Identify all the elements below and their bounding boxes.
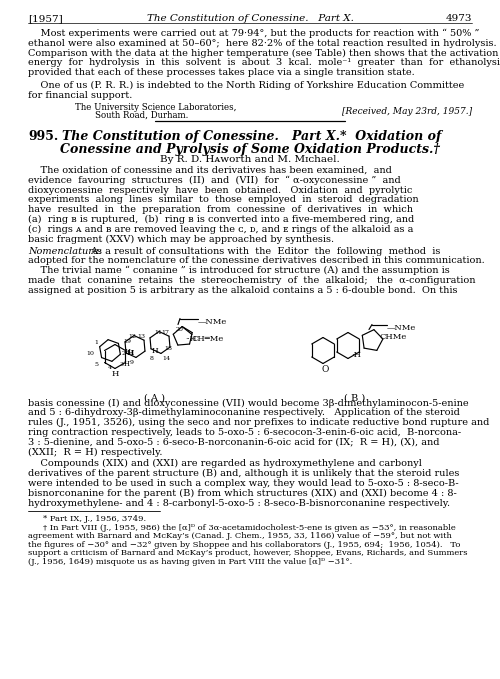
Text: dioxyconessine  respectively  have  been  obtained.   Oxidation  and  pyrolytic: dioxyconessine respectively have been ob… (28, 185, 412, 195)
Text: 11: 11 (154, 329, 162, 335)
Text: the figures of −30° and −32° given by Shoppee and his collaborators (J., 1955, 6: the figures of −30° and −32° given by Sh… (28, 540, 460, 549)
Text: 20: 20 (176, 327, 184, 331)
Text: 995.: 995. (28, 130, 58, 143)
Text: hydroxymethylene- and 4 : 8-carbonyl-5-oxo-5 : 8-seco-B-bisnorconanine respectiv: hydroxymethylene- and 4 : 8-carbonyl-5-o… (28, 498, 450, 507)
Text: 2: 2 (122, 350, 126, 356)
Text: The oxidation of conessine and its derivatives has been examined,  and: The oxidation of conessine and its deriv… (28, 166, 392, 175)
Text: CHMe: CHMe (380, 333, 407, 340)
Text: for financial support.: for financial support. (28, 91, 132, 100)
Text: basis conessine (I) and dioxyconessine (VII) would become 3β-dimethylaminocon-5-: basis conessine (I) and dioxyconessine (… (28, 399, 468, 407)
Text: Most experiments were carried out at 79·94°, but the products for reaction with : Most experiments were carried out at 79·… (28, 29, 479, 38)
Text: Conessine and Pyrolysis of Some Oxidation Products.†: Conessine and Pyrolysis of Some Oxidatio… (60, 143, 440, 156)
Text: experiments  along  lines  similar  to  those  employed  in  steroid  degradatio: experiments along lines similar to those… (28, 196, 418, 204)
Text: Nomenclature:: Nomenclature: (28, 246, 102, 255)
Text: H: H (125, 348, 131, 356)
Text: support a criticism of Barnard and McKay’s product, however, Shoppee, Evans, Ric: support a criticism of Barnard and McKay… (28, 549, 468, 557)
Text: H: H (152, 346, 158, 354)
Text: H: H (112, 369, 118, 378)
Text: 13: 13 (164, 346, 172, 350)
Text: —NMe: —NMe (387, 323, 416, 331)
Text: ring contraction respectively, leads to 5-oxo-5 : 6-secocon-3-enin-6-oic acid,  : ring contraction respectively, leads to … (28, 428, 461, 437)
Text: 4: 4 (108, 365, 112, 369)
Text: The Constitution of Conessine.   Part X.*  Oxidation of: The Constitution of Conessine. Part X.* … (62, 130, 442, 143)
Text: derivatives of the parent structure (B) and, although it is unlikely that the st: derivatives of the parent structure (B) … (28, 469, 460, 478)
Text: H: H (124, 359, 130, 367)
Text: 4973: 4973 (446, 14, 472, 23)
Text: (XXII;  R = H) respectively.: (XXII; R = H) respectively. (28, 447, 162, 456)
Text: (a)  ring ʙ is ruptured,  (b)  ring ʙ is converted into a five-membered ring, an: (a) ring ʙ is ruptured, (b) ring ʙ is co… (28, 215, 414, 224)
Text: agreement with Barnard and McKay’s (Canad. J. Chem., 1955, 33, 1166) value of −5: agreement with Barnard and McKay’s (Cana… (28, 532, 452, 540)
Text: H: H (126, 348, 134, 356)
Text: ·H: ·H (351, 350, 361, 359)
Text: South Road, Durham.: South Road, Durham. (95, 111, 188, 120)
Text: The University Science Laboratories,: The University Science Laboratories, (75, 103, 236, 111)
Text: 12: 12 (128, 333, 136, 339)
Text: were intended to be used in such a complex way, they would lead to 5-oxo-5 : 8-s: were intended to be used in such a compl… (28, 479, 458, 488)
Text: One of us (P. R. R.) is indebted to the North Riding of Yorkshire Education Comm: One of us (P. R. R.) is indebted to the … (28, 81, 464, 90)
Text: 3: 3 (119, 361, 123, 367)
Text: The Constitution of Conessine.   Part X.: The Constitution of Conessine. Part X. (146, 14, 354, 23)
Text: 13: 13 (137, 333, 145, 339)
Text: 5: 5 (94, 361, 98, 367)
Text: 17: 17 (161, 329, 169, 335)
Text: rules (J., 1951, 3526), using the seco and nor prefixes to indicate reductive bo: rules (J., 1951, 3526), using the seco a… (28, 418, 489, 427)
Text: ··H: ··H (185, 335, 196, 342)
Text: 1: 1 (94, 340, 98, 344)
Text: and 5 : 6-dihydroxy-3β-dimethylaminoconanine respectively.   Application of the : and 5 : 6-dihydroxy-3β-dimethylaminocona… (28, 408, 460, 418)
Text: ethanol were also examined at 50–60°;  here 82·2% of the total reaction resulted: ethanol were also examined at 50–60°; he… (28, 39, 496, 48)
Text: adopted for the nomenclature of the conessine derivatives described in this comm: adopted for the nomenclature of the cone… (28, 256, 485, 265)
Text: (J., 1956, 1649) misquote us as having given in Part VIII the value [α]ᴰ −31°.: (J., 1956, 1649) misquote us as having g… (28, 558, 352, 566)
Text: 9: 9 (130, 359, 134, 365)
Text: Compounds (XIX) and (XXI) are regarded as hydroxymethylene and carbonyl: Compounds (XIX) and (XXI) are regarded a… (28, 459, 422, 469)
Text: ( A ): ( A ) (144, 394, 166, 403)
Text: As a result of consultations with  the  Editor  the  following  method  is: As a result of consultations with the Ed… (90, 246, 441, 255)
Text: The trivial name “ conanine ” is introduced for structure (A) and the assumption: The trivial name “ conanine ” is introdu… (28, 266, 450, 276)
Text: have  resulted  in  the  preparation  from  conessine  of  derivatives  in  whic: have resulted in the preparation from co… (28, 205, 413, 215)
Text: evidence  favouring  structures  (II)  and  (VII)  for  “ α-oxyconessine ”  and: evidence favouring structures (II) and (… (28, 176, 401, 185)
Text: * Part IX, J., 1956, 3749.: * Part IX, J., 1956, 3749. (43, 515, 146, 524)
Text: provided that each of these processes takes place via a single transition state.: provided that each of these processes ta… (28, 68, 415, 77)
Text: basic fragment (XXV) which may be approached by synthesis.: basic fragment (XXV) which may be approa… (28, 235, 334, 244)
Text: Comparison with the data at the higher temperature (see Table) then shows that t: Comparison with the data at the higher t… (28, 49, 498, 58)
Text: bisnorconanine for the parent (B) from which structures (XIX) and (XXI) become 4: bisnorconanine for the parent (B) from w… (28, 489, 457, 498)
Text: —NMe: —NMe (198, 318, 227, 325)
Text: 8: 8 (150, 356, 154, 361)
Text: [Received, May 23rd, 1957.]: [Received, May 23rd, 1957.] (342, 107, 472, 116)
Text: (c)  rings ᴀ and ʙ are removed leaving the ᴄ, ᴅ, and ᴇ rings of the alkaloid as : (c) rings ᴀ and ʙ are removed leaving th… (28, 225, 413, 234)
Text: assigned at position 5 is arbitrary as the alkaloid contains a 5 : 6-double bond: assigned at position 5 is arbitrary as t… (28, 286, 458, 295)
Text: [1957]: [1957] (28, 14, 63, 23)
Text: 10: 10 (86, 350, 94, 356)
Text: made  that  conanine  retains  the  stereochemistry  of  the  alkaloid;   the  α: made that conanine retains the stereoche… (28, 276, 475, 285)
Text: ( B ): ( B ) (344, 394, 366, 403)
Text: O: O (322, 365, 328, 373)
Text: † In Part VIII (J., 1955, 986) the [α]ᴰ of 3α-acetamidocholest-5-ene is given as: † In Part VIII (J., 1955, 986) the [α]ᴰ … (43, 524, 456, 532)
Text: 14: 14 (162, 356, 170, 361)
Text: energy  for  hydrolysis  in  this  solvent  is  about  3  kcal.  mole⁻¹  greater: energy for hydrolysis in this solvent is… (28, 58, 500, 67)
Text: CH═Me: CH═Me (192, 335, 224, 342)
Text: 3 : 5-dienine, and 5-oxo-5 : 6-seco-B-norconanin-6-oic acid for (IX;  R = H), (X: 3 : 5-dienine, and 5-oxo-5 : 6-seco-B-no… (28, 438, 440, 447)
Text: By R. D. Hᴀworth and M. Mɪᴄhael.: By R. D. Hᴀworth and M. Mɪᴄhael. (160, 155, 340, 164)
Text: 19: 19 (123, 339, 131, 344)
